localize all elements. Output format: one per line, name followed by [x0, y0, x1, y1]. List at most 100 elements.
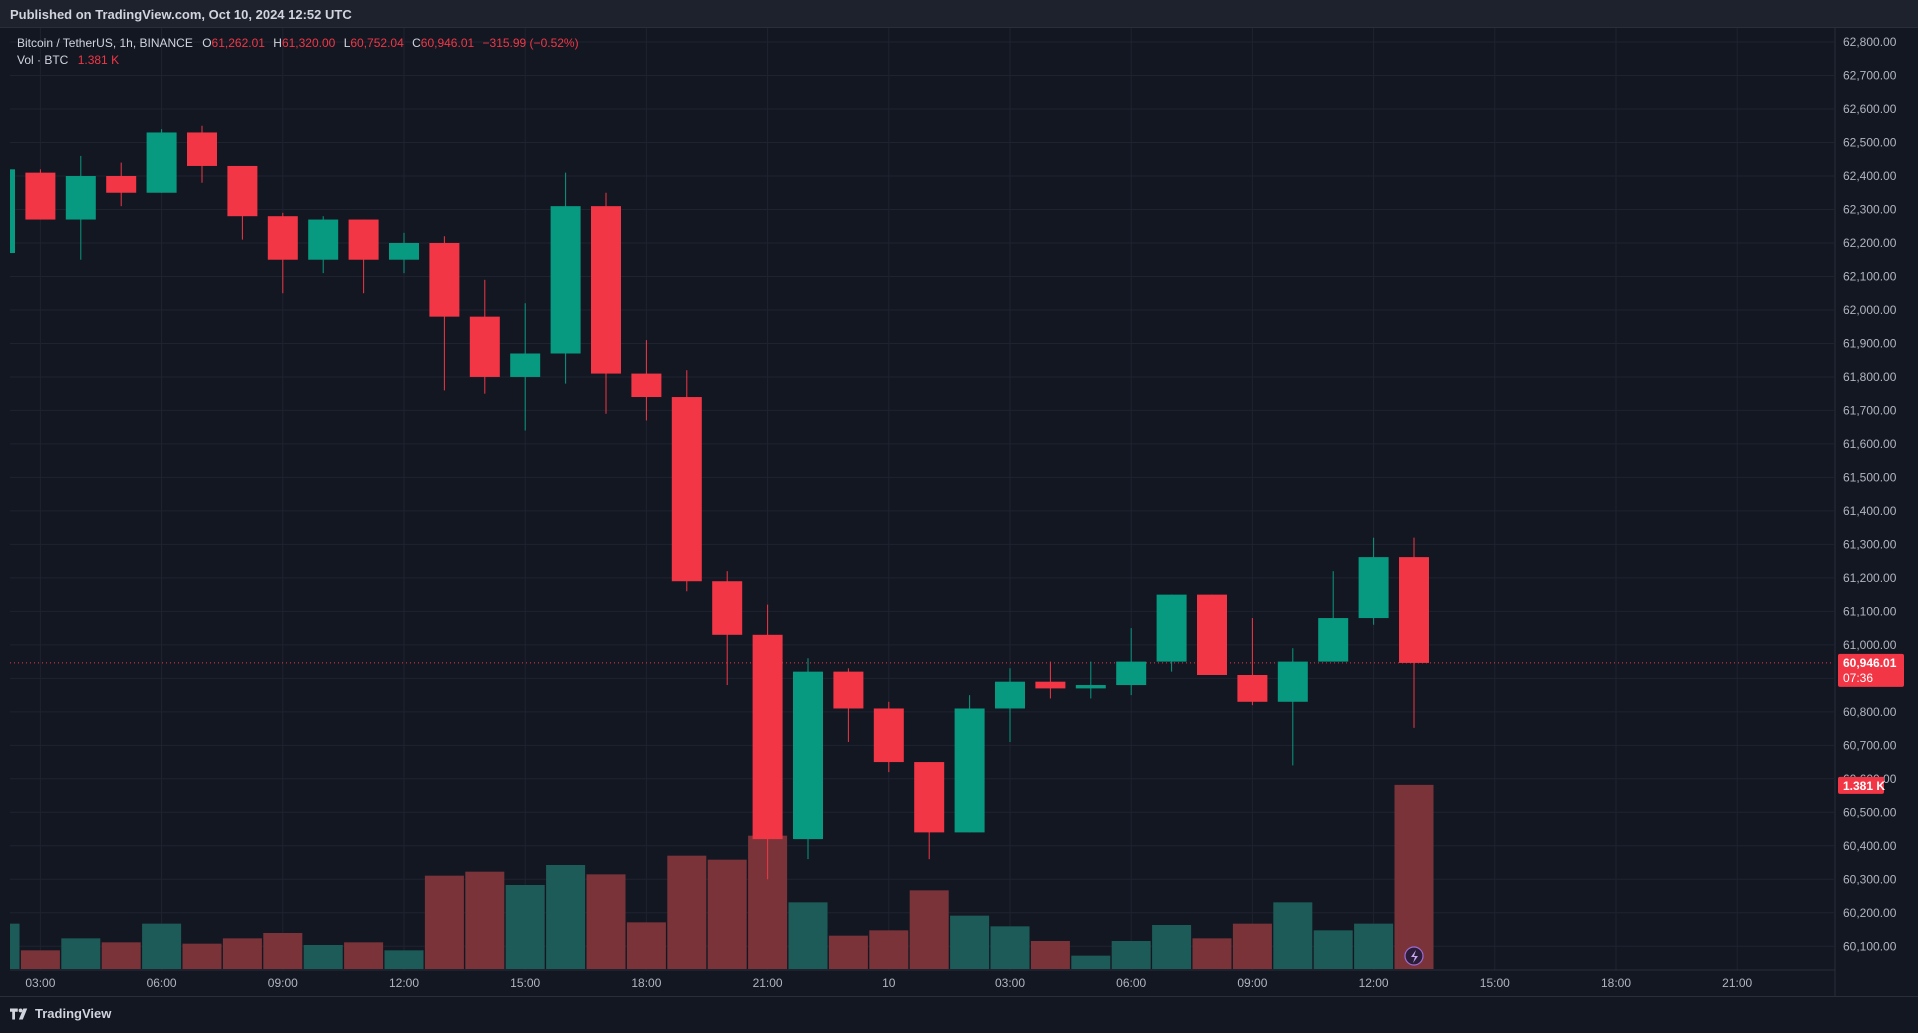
candle — [10, 169, 15, 254]
volume-bar — [505, 885, 545, 969]
x-tick-label: 18:00 — [631, 976, 661, 990]
candle — [793, 658, 823, 860]
candle — [510, 303, 541, 431]
volume-bar — [1071, 955, 1111, 969]
volume-bar — [1030, 941, 1070, 969]
candle — [1318, 571, 1349, 662]
candle — [752, 604, 783, 880]
candle — [227, 165, 258, 240]
candle — [267, 212, 298, 294]
candle-body — [348, 219, 379, 260]
volume-bar — [869, 930, 909, 969]
x-tick-label: 09:00 — [1237, 976, 1267, 990]
candle-body — [1197, 594, 1227, 675]
last-price-countdown: 07:36 — [1843, 671, 1873, 685]
volume-bar — [142, 923, 182, 969]
volume-bar — [424, 875, 464, 969]
candle-body — [1318, 618, 1349, 662]
candle-body — [10, 169, 15, 254]
candle — [712, 571, 743, 686]
candle-body — [1035, 681, 1066, 689]
volume-bar — [828, 935, 868, 969]
y-tick-label: 61,500.00 — [1843, 470, 1897, 484]
candle-body — [1399, 557, 1429, 663]
volume-bar — [263, 933, 303, 969]
candle — [25, 169, 56, 220]
volume-bar — [950, 915, 990, 969]
candle-body — [227, 165, 258, 217]
y-tick-label: 61,400.00 — [1843, 504, 1897, 518]
y-tick-label: 61,300.00 — [1843, 537, 1897, 551]
candle — [1399, 537, 1429, 728]
y-tick-label: 61,200.00 — [1843, 571, 1897, 585]
volume-bar — [546, 865, 586, 969]
y-tick-label: 61,100.00 — [1843, 604, 1897, 618]
candle — [1358, 537, 1389, 625]
candle — [631, 340, 662, 421]
candle-body — [1156, 594, 1187, 662]
candle-body — [267, 216, 298, 260]
tradingview-logo-icon — [10, 1007, 28, 1020]
candle-body — [995, 681, 1025, 709]
candle-body — [631, 373, 662, 398]
chart-frame[interactable]: 60,100.00 60,200.00 60,300.00 60,400.00 60,5… — [0, 28, 1918, 996]
candle-body — [1358, 557, 1389, 619]
y-tick-label: 61,900.00 — [1843, 336, 1897, 350]
bottom-bar — [0, 996, 1918, 1033]
x-tick-label: 15:00 — [1480, 976, 1510, 990]
x-tick-label: 09:00 — [268, 976, 298, 990]
volume-bar — [667, 855, 707, 969]
volume-bar — [384, 950, 424, 969]
plot-area — [10, 125, 1834, 969]
bolt-icon[interactable] — [1404, 946, 1424, 966]
candle — [873, 701, 904, 773]
candle — [1116, 628, 1147, 696]
candle — [1277, 648, 1308, 766]
volume-bar — [1394, 784, 1434, 969]
y-tick-label: 60,300.00 — [1843, 872, 1897, 886]
x-tick-label: 12:00 — [389, 976, 419, 990]
candle-body — [550, 206, 581, 354]
tradingview-logo[interactable]: TradingView — [10, 1006, 111, 1021]
candle-body — [914, 762, 945, 833]
candle-body — [752, 634, 783, 840]
volume-bar — [20, 950, 60, 969]
candle — [348, 219, 379, 294]
y-tick-label: 61,000.00 — [1843, 638, 1897, 652]
y-tick-label: 62,300.00 — [1843, 202, 1897, 216]
volume-bar — [101, 942, 141, 969]
candle-body — [591, 206, 621, 374]
candle-body — [389, 242, 419, 260]
candle — [1197, 594, 1227, 675]
y-tick-label: 61,600.00 — [1843, 437, 1897, 451]
y-tick-label: 62,500.00 — [1843, 136, 1897, 150]
candle-body — [873, 708, 904, 763]
candle-body — [793, 671, 823, 840]
candle-body — [65, 176, 96, 220]
candle — [550, 172, 581, 384]
price-chart[interactable]: 60,100.00 60,200.00 60,300.00 60,400.00 60,5… — [0, 28, 1918, 996]
candle — [65, 155, 96, 260]
y-tick-label: 60,500.00 — [1843, 805, 1897, 819]
candle-body — [25, 172, 56, 220]
candle-body — [954, 708, 985, 833]
candle-body — [146, 132, 177, 193]
y-tick-label: 60,400.00 — [1843, 839, 1897, 853]
candle — [469, 279, 500, 394]
volume-bar — [1152, 925, 1192, 969]
y-tick-label: 60,100.00 — [1843, 939, 1897, 953]
candle — [429, 236, 460, 391]
volume-bar — [222, 938, 262, 969]
candle — [106, 162, 137, 207]
volume-bar — [1354, 923, 1394, 969]
volume-bar — [788, 902, 828, 969]
tradingview-brand-text: TradingView — [35, 1006, 112, 1021]
candle-body — [429, 242, 460, 317]
grid — [10, 28, 1834, 970]
last-price-value: 60,946.01 — [1843, 656, 1897, 670]
x-tick-label: 03:00 — [25, 976, 55, 990]
volume-badge-value: 1.381 K — [1843, 779, 1885, 793]
y-tick-label: 61,700.00 — [1843, 403, 1897, 417]
x-tick-label: 06:00 — [147, 976, 177, 990]
